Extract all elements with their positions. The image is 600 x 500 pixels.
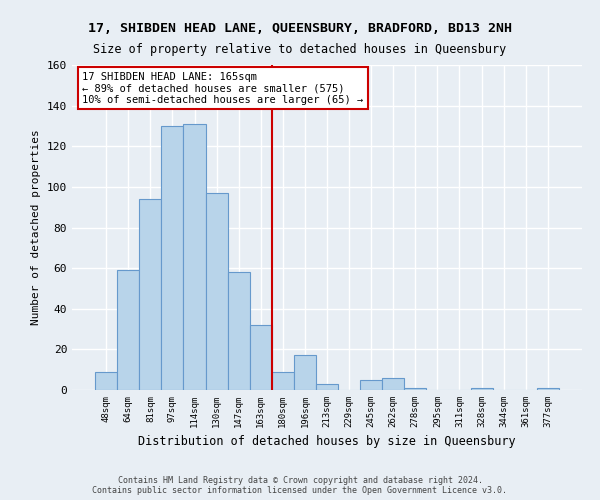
Bar — [139, 199, 161, 390]
Text: Contains HM Land Registry data © Crown copyright and database right 2024.
Contai: Contains HM Land Registry data © Crown c… — [92, 476, 508, 495]
Bar — [294, 356, 316, 390]
Bar — [360, 380, 382, 390]
Text: 17, SHIBDEN HEAD LANE, QUEENSBURY, BRADFORD, BD13 2NH: 17, SHIBDEN HEAD LANE, QUEENSBURY, BRADF… — [88, 22, 512, 36]
Bar — [316, 384, 338, 390]
Bar — [470, 388, 493, 390]
Bar — [184, 124, 206, 390]
Bar — [95, 372, 117, 390]
Bar — [227, 272, 250, 390]
Bar — [272, 372, 294, 390]
Bar — [404, 388, 427, 390]
Bar — [537, 388, 559, 390]
Bar — [117, 270, 139, 390]
Text: Size of property relative to detached houses in Queensbury: Size of property relative to detached ho… — [94, 42, 506, 56]
Bar — [161, 126, 184, 390]
Bar — [250, 325, 272, 390]
Y-axis label: Number of detached properties: Number of detached properties — [31, 130, 41, 326]
Bar — [382, 378, 404, 390]
Text: 17 SHIBDEN HEAD LANE: 165sqm
← 89% of detached houses are smaller (575)
10% of s: 17 SHIBDEN HEAD LANE: 165sqm ← 89% of de… — [82, 72, 364, 104]
Bar — [206, 193, 227, 390]
X-axis label: Distribution of detached houses by size in Queensbury: Distribution of detached houses by size … — [138, 436, 516, 448]
